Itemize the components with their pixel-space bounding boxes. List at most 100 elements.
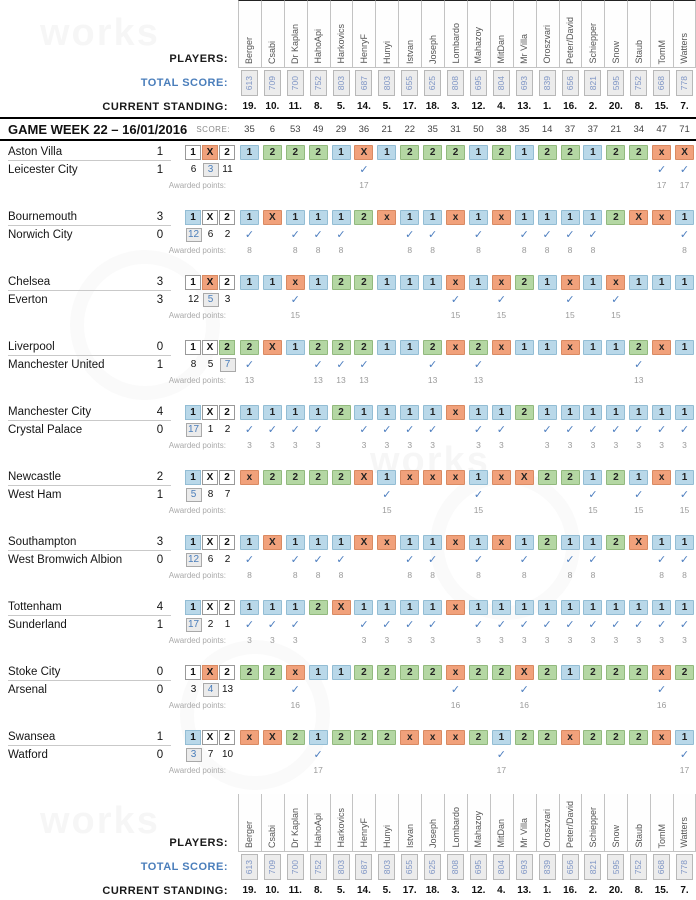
total-score-cell: 656 <box>559 68 582 98</box>
player-name: MitDan <box>496 819 507 848</box>
check-icon: ✓ <box>382 424 392 436</box>
correct-cell <box>375 746 398 763</box>
match-away-left: Norwich City 0 12 6 2 <box>0 226 238 243</box>
awarded-points-value <box>513 763 536 777</box>
correct-cell: ✓ <box>467 486 490 503</box>
check-icon: ✓ <box>244 229 255 241</box>
awarded-points-value <box>604 503 627 517</box>
prediction-value: 1 <box>537 210 557 225</box>
match-home-left: Manchester City 4 1 X 2 <box>0 404 238 421</box>
prediction-value: 2 <box>629 340 649 355</box>
prediction-value: x <box>423 730 443 745</box>
outcome-header-cell: 1 <box>185 730 201 745</box>
total-score-cell: 625 <box>421 68 444 98</box>
prediction-value: x <box>446 405 466 420</box>
prediction-cell: 1 <box>375 274 398 291</box>
total-score-value: 839 <box>541 859 552 875</box>
away-score: 1 <box>156 163 164 176</box>
check-icon: ✓ <box>657 554 667 566</box>
awarded-points-value: 8 <box>476 570 481 580</box>
correct-cell <box>444 421 467 438</box>
prediction-cell: 1 <box>284 209 307 226</box>
standing-value: 16. <box>563 885 577 896</box>
prediction-value: 1 <box>468 600 488 615</box>
current-standing-label: CURRENT STANDING: <box>102 100 228 113</box>
home-score: 2 <box>149 469 171 486</box>
correct-cell: ✓ <box>467 226 490 243</box>
prediction-value: X <box>629 210 649 225</box>
prediction-cell: 2 <box>284 469 307 486</box>
prediction-cell: 1 <box>536 599 559 616</box>
awarded-points-value: 17 <box>679 180 690 190</box>
prediction-value: 2 <box>331 470 351 485</box>
player-name-header: Harkovics <box>329 0 353 68</box>
count-cell: 13 <box>219 683 236 697</box>
correct-cell: ✓ <box>261 616 284 633</box>
player-name: Hunyi <box>381 824 392 848</box>
awarded-points-value: 8 <box>659 570 664 580</box>
outcome-header-cell: X <box>202 470 218 485</box>
prediction-cell: 1 <box>467 534 490 551</box>
prediction-cell: 2 <box>604 144 627 161</box>
home-score: 3 <box>149 534 171 551</box>
awarded-points-value: 8 <box>430 570 435 580</box>
gameweek-left: GAME WEEK 22 – 16/01/2016 SCORE: <box>0 119 238 139</box>
total-score-cell: 808 <box>444 68 467 98</box>
total-score-value: 778 <box>679 859 690 875</box>
player-name-header: HenryF <box>352 0 376 68</box>
prediction-value: x <box>285 665 305 680</box>
prediction-value: 2 <box>239 340 259 355</box>
player-name: Snow <box>610 825 621 848</box>
prediction-count: 12 <box>185 227 202 242</box>
total-score-cell: 668 <box>650 68 673 98</box>
outcome-header-cell: 2 <box>219 535 235 550</box>
prediction-value: 1 <box>583 340 603 355</box>
prediction-value: 1 <box>308 210 328 225</box>
check-icon: ✓ <box>313 229 323 241</box>
player-name: Berger <box>244 820 255 848</box>
prediction-value: 2 <box>262 145 282 160</box>
awarded-points-value <box>261 698 284 712</box>
prediction-cell: 1 <box>559 534 582 551</box>
check-icon: ✓ <box>473 359 484 371</box>
total-score-cell: 821 <box>581 68 604 98</box>
awarded-points-value: 8 <box>247 245 252 255</box>
correct-cell: ✓ <box>398 226 421 243</box>
correct-cell <box>444 356 467 373</box>
prediction-cell: 2 <box>581 729 604 746</box>
correct-cell: ✓ <box>513 226 536 243</box>
player-name-header: Berger <box>238 0 261 68</box>
prediction-cell: X <box>673 144 696 161</box>
match-points-row: Awarded points: 3 3 3 3 3 3 3 3 3 3 3 3 3 3 3 3 3 <box>0 633 696 647</box>
week-score-value: 37 <box>564 123 576 135</box>
outcome-header-cell: X <box>202 665 218 680</box>
check-icon: ✓ <box>679 619 690 631</box>
prediction-value: 2 <box>514 730 534 745</box>
away-score: 0 <box>156 683 164 696</box>
total-score-box: 709 <box>263 854 281 880</box>
correct-cell: ✓ <box>307 746 330 763</box>
total-score-value: 595 <box>610 859 621 875</box>
awarded-points-value: 3 <box>636 440 642 450</box>
check-icon: ✓ <box>519 554 529 566</box>
prediction-value: X <box>354 535 374 550</box>
prediction-cell: 1 <box>238 274 261 291</box>
prediction-value: 1 <box>491 600 511 615</box>
prediction-cell: x <box>559 274 582 291</box>
check-icon: ✓ <box>565 554 575 566</box>
total-score-box: 700 <box>286 854 304 880</box>
total-score-box: 752 <box>630 854 648 880</box>
awarded-points-value: 16 <box>519 700 529 710</box>
player-name: Csabi <box>267 40 278 64</box>
correct-cell: ✓ <box>421 356 444 373</box>
prediction-value: x <box>446 340 466 355</box>
total-score-value: 821 <box>587 859 598 875</box>
awarded-points-value <box>261 568 284 582</box>
prediction-value: 2 <box>308 340 328 355</box>
prediction-value: 1 <box>606 340 626 355</box>
check-icon: ✓ <box>588 229 598 241</box>
total-score-value: 752 <box>312 75 323 91</box>
prediction-cell: x <box>398 469 421 486</box>
